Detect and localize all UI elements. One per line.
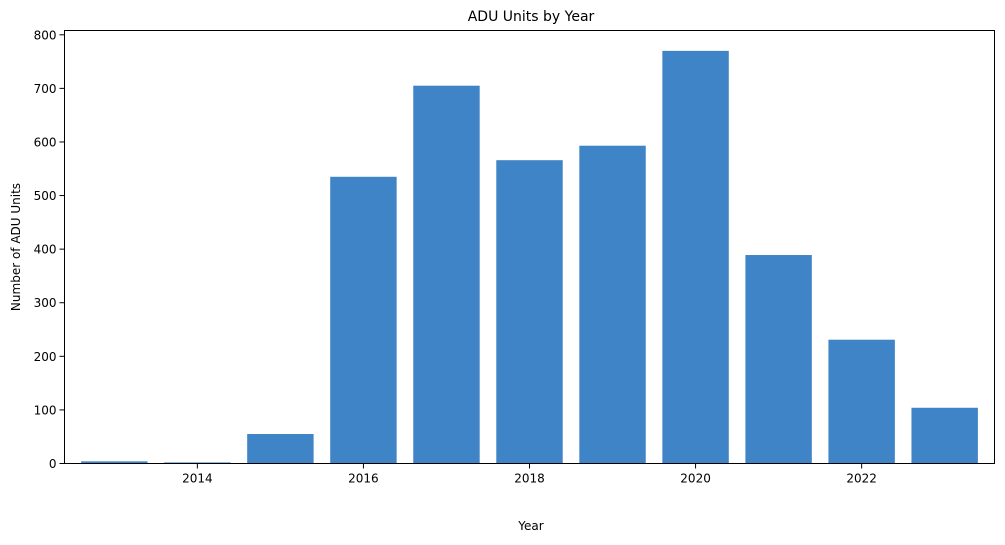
y-tick-label: 800: [34, 28, 57, 42]
y-tick-label: 700: [34, 82, 57, 96]
bar-2015: [247, 434, 314, 464]
x-tick-label: 2016: [348, 472, 379, 486]
y-tick-label: 500: [34, 189, 57, 203]
x-tick-label: 2020: [680, 472, 711, 486]
x-tick-label: 2014: [182, 472, 213, 486]
bar-2018: [496, 160, 563, 464]
bar-2017: [413, 85, 480, 464]
y-axis-ticks: 0 100 200 300 400 500 600 700 800: [34, 28, 65, 471]
y-tick-label: 200: [34, 350, 57, 364]
y-axis-label: Number of ADU Units: [9, 183, 23, 311]
y-tick-label: 100: [34, 403, 57, 417]
y-tick-label: 300: [34, 296, 57, 310]
plot-frame: [64, 30, 995, 464]
bar-2023: [911, 407, 978, 464]
bar-2016: [330, 176, 397, 464]
x-axis-ticks: 2014 2016 2018 2020 2022: [182, 463, 877, 486]
x-axis-label: Year: [517, 519, 543, 533]
bar-2013: [81, 461, 148, 464]
bar-2022: [828, 339, 895, 464]
bar-2014: [164, 462, 231, 464]
y-tick-label: 0: [49, 457, 57, 471]
bar-2021: [745, 255, 812, 464]
y-tick-label: 400: [34, 243, 57, 257]
x-tick-label: 2022: [846, 472, 877, 486]
bar-2019: [579, 145, 646, 464]
x-tick-label: 2018: [514, 472, 545, 486]
bars-group: [81, 50, 978, 464]
y-tick-label: 600: [34, 135, 57, 149]
bar-2020: [662, 50, 729, 464]
chart-title: ADU Units by Year: [468, 9, 595, 25]
